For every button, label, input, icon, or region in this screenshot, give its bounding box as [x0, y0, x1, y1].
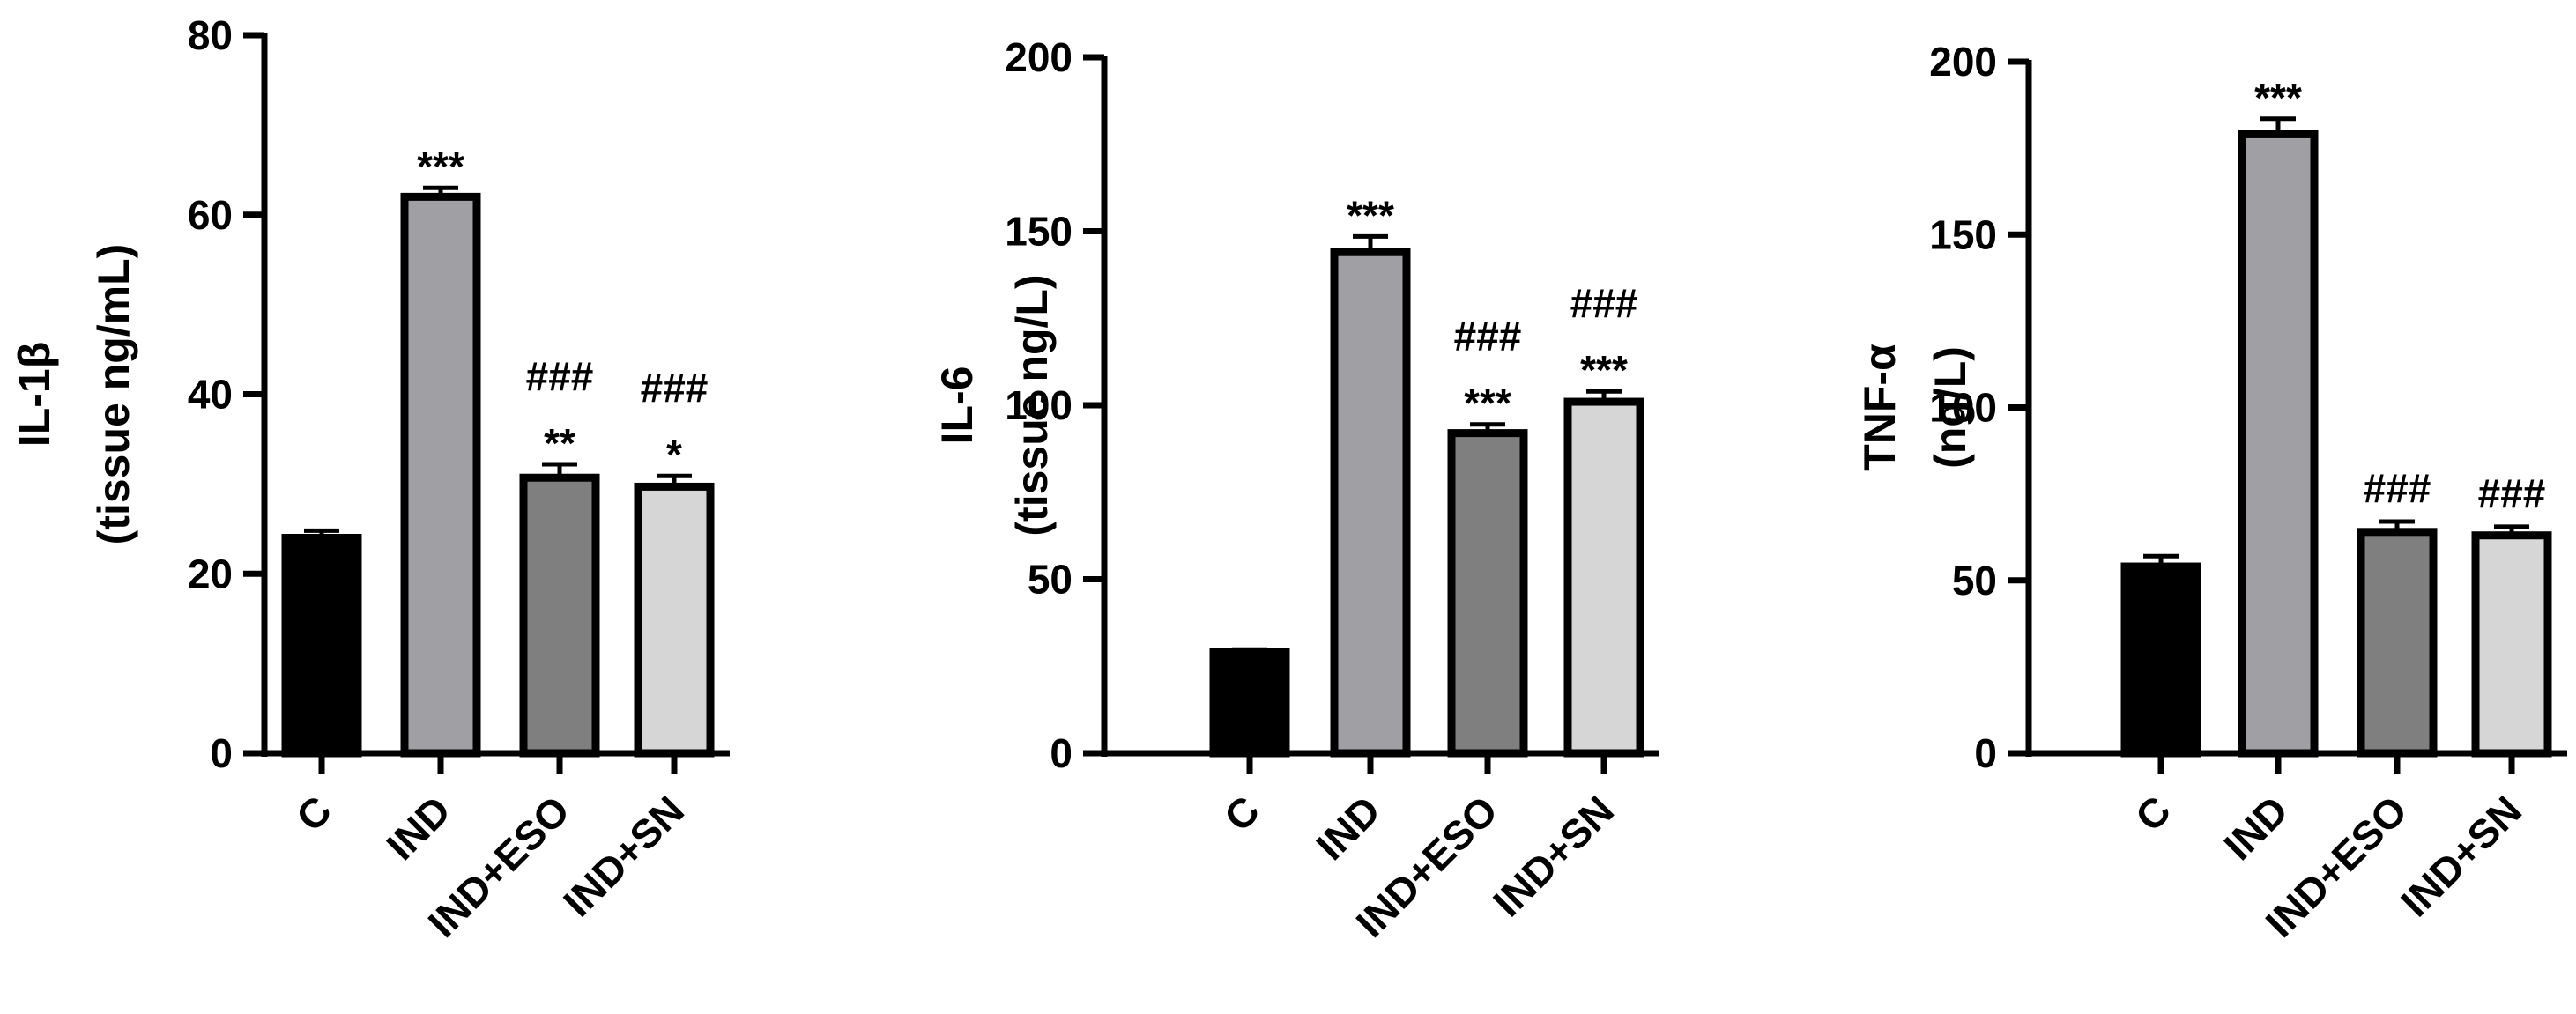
y-tick-label: 50 — [1028, 557, 1073, 603]
bar-ind-eso — [519, 473, 600, 758]
significance-label-hash: ### — [526, 353, 594, 399]
significance-label-hash: ### — [1454, 314, 1522, 359]
significance-label-hash: ### — [641, 365, 709, 411]
y-tick-label: 200 — [1929, 39, 1997, 85]
y-tick-label: 60 — [188, 192, 233, 238]
category-label: C — [1215, 787, 1268, 840]
category-label: C — [287, 787, 340, 840]
bar-ind-sn — [2471, 531, 2552, 758]
y-tick-label: 100 — [1929, 385, 1997, 431]
significance-label: *** — [417, 144, 464, 189]
significance-label: * — [666, 432, 682, 477]
significance-label-hash: ### — [2364, 465, 2431, 511]
y-tick-label: 0 — [1974, 730, 1997, 776]
bar-ind — [1330, 248, 1411, 758]
y-axis-label: IL-6 — [932, 366, 982, 445]
bar-ind-sn — [634, 482, 715, 758]
y-tick-label: 50 — [1952, 558, 1997, 603]
y-tick-label: 80 — [188, 12, 233, 58]
bar-ind — [400, 192, 481, 758]
y-axis-label: (tissue ng/L) — [1007, 274, 1057, 536]
bar-ind-eso — [2357, 528, 2438, 758]
significance-label: *** — [1580, 347, 1628, 393]
category-label: IND+SN — [1484, 787, 1622, 925]
y-axis-label: (tissue ng/mL) — [89, 244, 138, 545]
chart-panel-2: 0 50 100 150 200 IL-6 (tissue ng/L) C *** IND *** #… — [932, 34, 1659, 946]
y-tick-label: 150 — [1929, 211, 1997, 257]
y-tick-label: 200 — [1005, 34, 1073, 80]
bar-c — [2120, 562, 2201, 758]
significance-label: *** — [1464, 381, 1511, 426]
y-tick-label: 0 — [1050, 730, 1073, 776]
y-tick-label: 150 — [1005, 209, 1073, 255]
y-axis-label: IL-1β — [10, 342, 59, 447]
category-label: IND+SN — [554, 787, 693, 925]
y-tick-label: 0 — [210, 730, 233, 776]
bar-c — [281, 534, 362, 758]
significance-label-hash: ### — [1570, 280, 1638, 326]
bar-ind-eso — [1447, 429, 1528, 758]
y-axis-label: (ng/L) — [1926, 346, 1975, 469]
category-label: C — [2127, 787, 2179, 840]
category-label: IND — [377, 787, 459, 869]
significance-label: *** — [1347, 192, 1394, 238]
bar-ind — [2238, 130, 2319, 758]
category-label: IND+SN — [2392, 787, 2530, 925]
significance-label-hash: ### — [2478, 470, 2546, 516]
y-tick-label: 100 — [1005, 382, 1073, 428]
significance-label: *** — [2254, 75, 2302, 121]
y-tick-label: 40 — [188, 372, 233, 418]
y-axis-label: TNF-α — [1855, 344, 1904, 471]
significance-label: ** — [544, 420, 575, 466]
category-label: IND — [1307, 787, 1389, 869]
bar-ind-sn — [1563, 397, 1644, 758]
bar-c — [1209, 648, 1290, 758]
chart-panel-1: 0 20 40 60 80 IL-1β (tissue ng/mL) C *** IND ** ###… — [10, 12, 730, 946]
category-label: IND — [2215, 787, 2297, 869]
y-tick-label: 20 — [188, 551, 233, 596]
